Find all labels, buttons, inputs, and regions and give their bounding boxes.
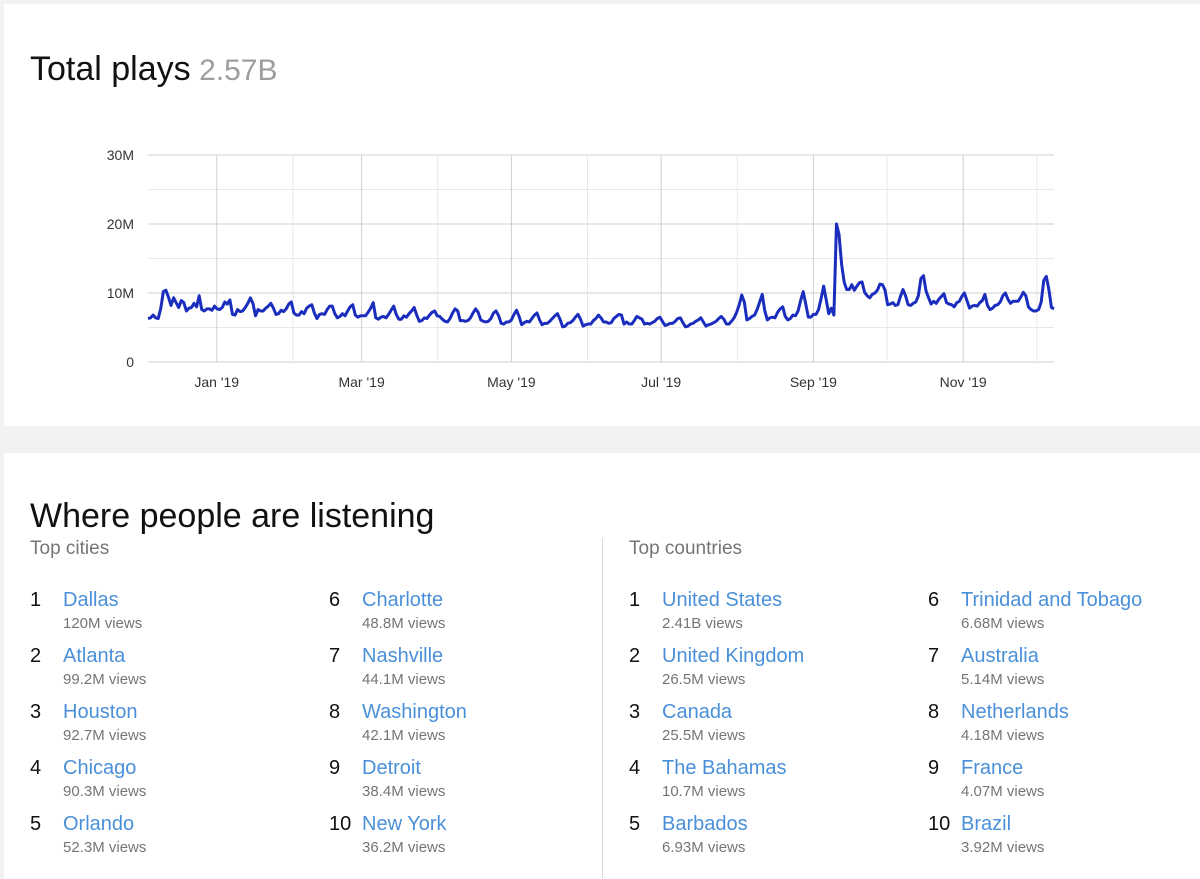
city-link[interactable]: Washington — [362, 701, 467, 723]
section-divider — [602, 538, 603, 878]
view-count: 120M views — [63, 615, 143, 632]
rank-number: 8 — [329, 701, 341, 723]
country-link[interactable]: Netherlands — [961, 701, 1069, 723]
where-listening-title: Where people are listening — [30, 497, 435, 535]
rank-number: 6 — [928, 589, 940, 611]
country-link[interactable]: United States — [662, 589, 783, 611]
x-tick-label: Jan '19 — [194, 374, 239, 390]
view-count: 90.3M views — [63, 783, 147, 800]
chart-grid — [148, 154, 1054, 363]
where-listening-card: Where people are listening Top cities To… — [4, 453, 1200, 879]
x-tick-label: Sep '19 — [790, 374, 837, 390]
view-count: 38.4M views — [362, 783, 446, 800]
rank-number: 10 — [329, 813, 352, 835]
rank-number: 2 — [629, 645, 641, 667]
view-count: 6.68M views — [961, 615, 1045, 632]
view-count: 5.14M views — [961, 671, 1045, 688]
y-axis-ticks: 0 10M 20M 30M — [107, 147, 134, 370]
rank-number: 1 — [30, 589, 42, 611]
view-count: 10.7M views — [662, 783, 746, 800]
city-link[interactable]: Detroit — [362, 757, 421, 779]
country-link[interactable]: France — [961, 757, 1024, 779]
view-count: 48.8M views — [362, 615, 446, 632]
view-count: 42.1M views — [362, 727, 446, 744]
rank-number: 2 — [30, 645, 42, 667]
view-count: 99.2M views — [63, 671, 147, 688]
x-tick-label: May '19 — [487, 374, 536, 390]
top-countries-label: Top countries — [629, 538, 743, 559]
total-plays-card: Total plays 2.57B 0 10M 20M 30M Jan '19 Mar … — [4, 4, 1200, 426]
rank-number: 9 — [329, 757, 341, 779]
top-cities-label: Top cities — [30, 538, 110, 559]
plays-line-chart[interactable]: 0 10M 20M 30M Jan '19 Mar '19 May '19 Jul '19 S… — [4, 4, 1200, 426]
y-tick-label: 30M — [107, 147, 134, 163]
y-tick-label: 0 — [126, 354, 134, 370]
view-count: 6.93M views — [662, 839, 746, 856]
city-link[interactable]: Dallas — [63, 589, 119, 611]
view-count: 4.07M views — [961, 783, 1045, 800]
rank-number: 1 — [629, 589, 641, 611]
city-link[interactable]: Atlanta — [63, 645, 126, 667]
city-link[interactable]: Chicago — [63, 757, 137, 779]
country-link[interactable]: United Kingdom — [662, 645, 805, 667]
city-link[interactable]: Houston — [63, 701, 138, 723]
total-plays-title: Total plays — [30, 50, 191, 88]
rank-number: 8 — [928, 701, 940, 723]
country-link[interactable]: Canada — [662, 701, 733, 723]
view-count: 44.1M views — [362, 671, 446, 688]
city-link[interactable]: Orlando — [63, 813, 135, 835]
rank-number: 6 — [329, 589, 341, 611]
y-tick-label: 20M — [107, 216, 134, 232]
country-link[interactable]: Australia — [961, 645, 1039, 667]
city-link[interactable]: Charlotte — [362, 589, 444, 611]
plays-series-line — [147, 222, 1055, 329]
country-link[interactable]: Trinidad and Tobago — [961, 589, 1143, 611]
view-count: 92.7M views — [63, 727, 147, 744]
city-link[interactable]: Nashville — [362, 645, 444, 667]
city-link[interactable]: New York — [362, 813, 447, 835]
rank-number: 9 — [928, 757, 940, 779]
view-count: 36.2M views — [362, 839, 446, 856]
view-count: 2.41B views — [662, 615, 743, 632]
rank-number: 10 — [928, 813, 951, 835]
rank-number: 5 — [629, 813, 641, 835]
country-link[interactable]: The Bahamas — [662, 757, 787, 779]
country-link[interactable]: Barbados — [662, 813, 748, 835]
view-count: 26.5M views — [662, 671, 746, 688]
rank-number: 7 — [928, 645, 940, 667]
rank-number: 3 — [30, 701, 42, 723]
x-tick-label: Mar '19 — [338, 374, 384, 390]
rank-number: 7 — [329, 645, 341, 667]
view-count: 52.3M views — [63, 839, 147, 856]
total-plays-value: 2.57B — [199, 54, 278, 87]
x-tick-label: Jul '19 — [641, 374, 681, 390]
view-count: 25.5M views — [662, 727, 746, 744]
country-link[interactable]: Brazil — [961, 813, 1012, 835]
rank-number: 4 — [629, 757, 641, 779]
view-count: 3.92M views — [961, 839, 1045, 856]
x-axis-ticks: Jan '19 Mar '19 May '19 Jul '19 Sep '19 Nov '… — [194, 374, 986, 390]
view-count: 4.18M views — [961, 727, 1045, 744]
x-tick-label: Nov '19 — [940, 374, 987, 390]
total-plays-header: Total plays 2.57B — [30, 50, 278, 89]
rank-number: 5 — [30, 813, 42, 835]
rank-number: 4 — [30, 757, 42, 779]
y-tick-label: 10M — [107, 285, 134, 301]
rank-number: 3 — [629, 701, 641, 723]
